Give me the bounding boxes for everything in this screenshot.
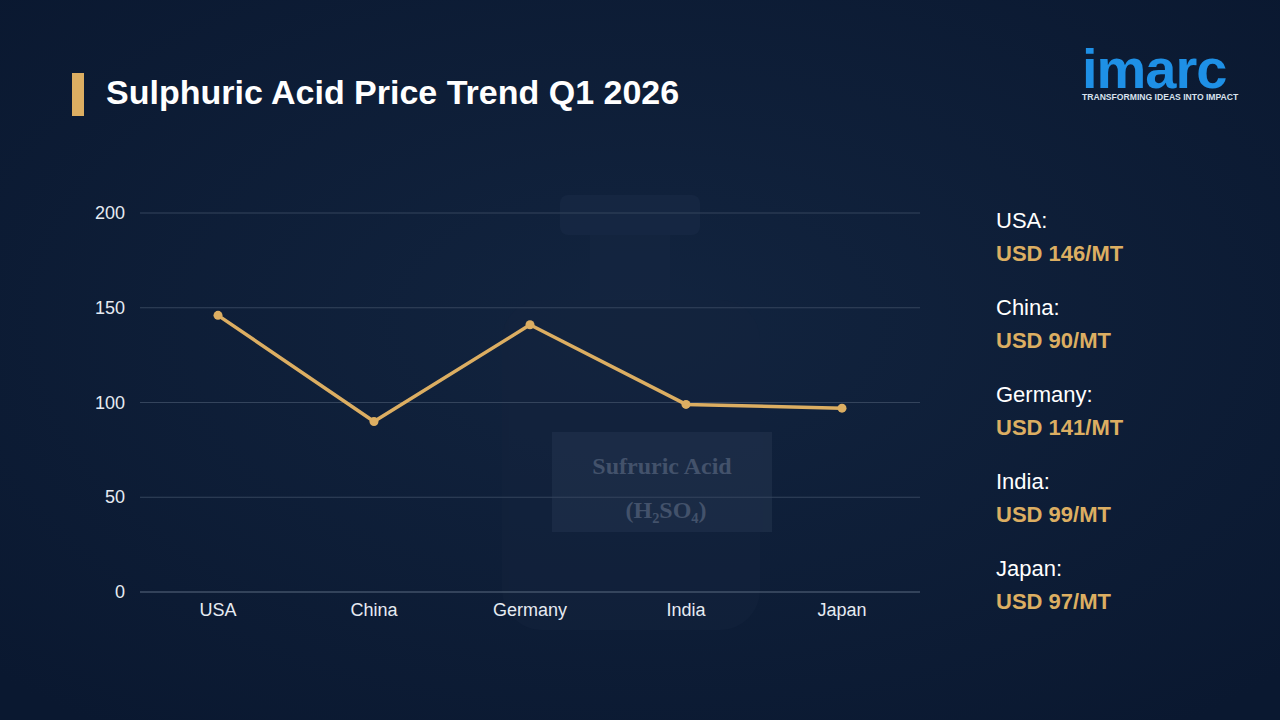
value-name: Japan: bbox=[996, 556, 1062, 581]
x-tick-label: India bbox=[666, 600, 706, 620]
grid-line bbox=[140, 307, 920, 308]
marker bbox=[214, 311, 223, 320]
value-label: USD 99/MT bbox=[996, 502, 1111, 527]
x-tick-label: Germany bbox=[493, 600, 567, 620]
value-name: India: bbox=[996, 469, 1050, 494]
x-tick-label: Japan bbox=[817, 600, 866, 620]
x-tick-label: China bbox=[350, 600, 398, 620]
grid-line bbox=[140, 402, 920, 403]
logo-tagline: TRANSFORMING IDEAS INTO IMPACT bbox=[1082, 92, 1239, 102]
watermark-text: (H₂SO₄) bbox=[625, 497, 706, 523]
value-name: Germany: bbox=[996, 382, 1093, 407]
title: Sulphuric Acid Price Trend Q1 2026 bbox=[106, 73, 679, 111]
value-name: China: bbox=[996, 295, 1060, 320]
y-tick-label: 50 bbox=[105, 487, 125, 507]
value-label: USD 90/MT bbox=[996, 328, 1111, 353]
grid-line bbox=[140, 213, 920, 214]
grid-line bbox=[140, 592, 920, 593]
y-tick-label: 200 bbox=[95, 203, 125, 223]
watermark-text: Sufruric Acid bbox=[592, 453, 732, 479]
marker bbox=[682, 400, 691, 409]
plot bbox=[214, 311, 847, 426]
line bbox=[218, 315, 842, 421]
x-tick-label: USA bbox=[199, 600, 236, 620]
value-label: USD 141/MT bbox=[996, 415, 1124, 440]
background bbox=[0, 0, 1280, 720]
title-bar bbox=[72, 73, 84, 116]
grid-line bbox=[140, 497, 920, 498]
y-tick-label: 100 bbox=[95, 393, 125, 413]
chart: Sufruric Acid (H₂SO₄) Sulphuric Acid Price… bbox=[0, 0, 1280, 720]
value-label: USD 97/MT bbox=[996, 589, 1111, 614]
y-tick-label: 0 bbox=[115, 582, 125, 602]
bottle-neck bbox=[590, 235, 670, 305]
y-tick-label: 150 bbox=[95, 298, 125, 318]
bottle-stopper bbox=[560, 195, 700, 235]
bottle-label bbox=[552, 432, 772, 532]
marker bbox=[526, 320, 535, 329]
bottle-body bbox=[502, 300, 760, 630]
value-name: USA: bbox=[996, 208, 1047, 233]
value-label: USD 146/MT bbox=[996, 241, 1124, 266]
marker bbox=[370, 417, 379, 426]
logo: imarc bbox=[1082, 37, 1226, 100]
watermark bbox=[502, 195, 772, 630]
marker bbox=[838, 404, 847, 413]
